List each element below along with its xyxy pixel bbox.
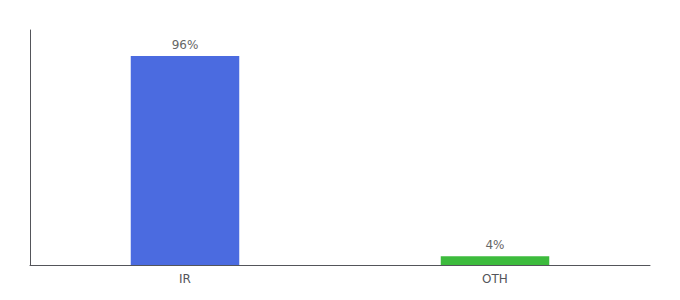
svg-text:96%: 96% bbox=[172, 38, 199, 52]
svg-text:IR: IR bbox=[179, 272, 191, 286]
svg-text:OTH: OTH bbox=[482, 272, 508, 286]
svg-text:4%: 4% bbox=[485, 238, 504, 252]
